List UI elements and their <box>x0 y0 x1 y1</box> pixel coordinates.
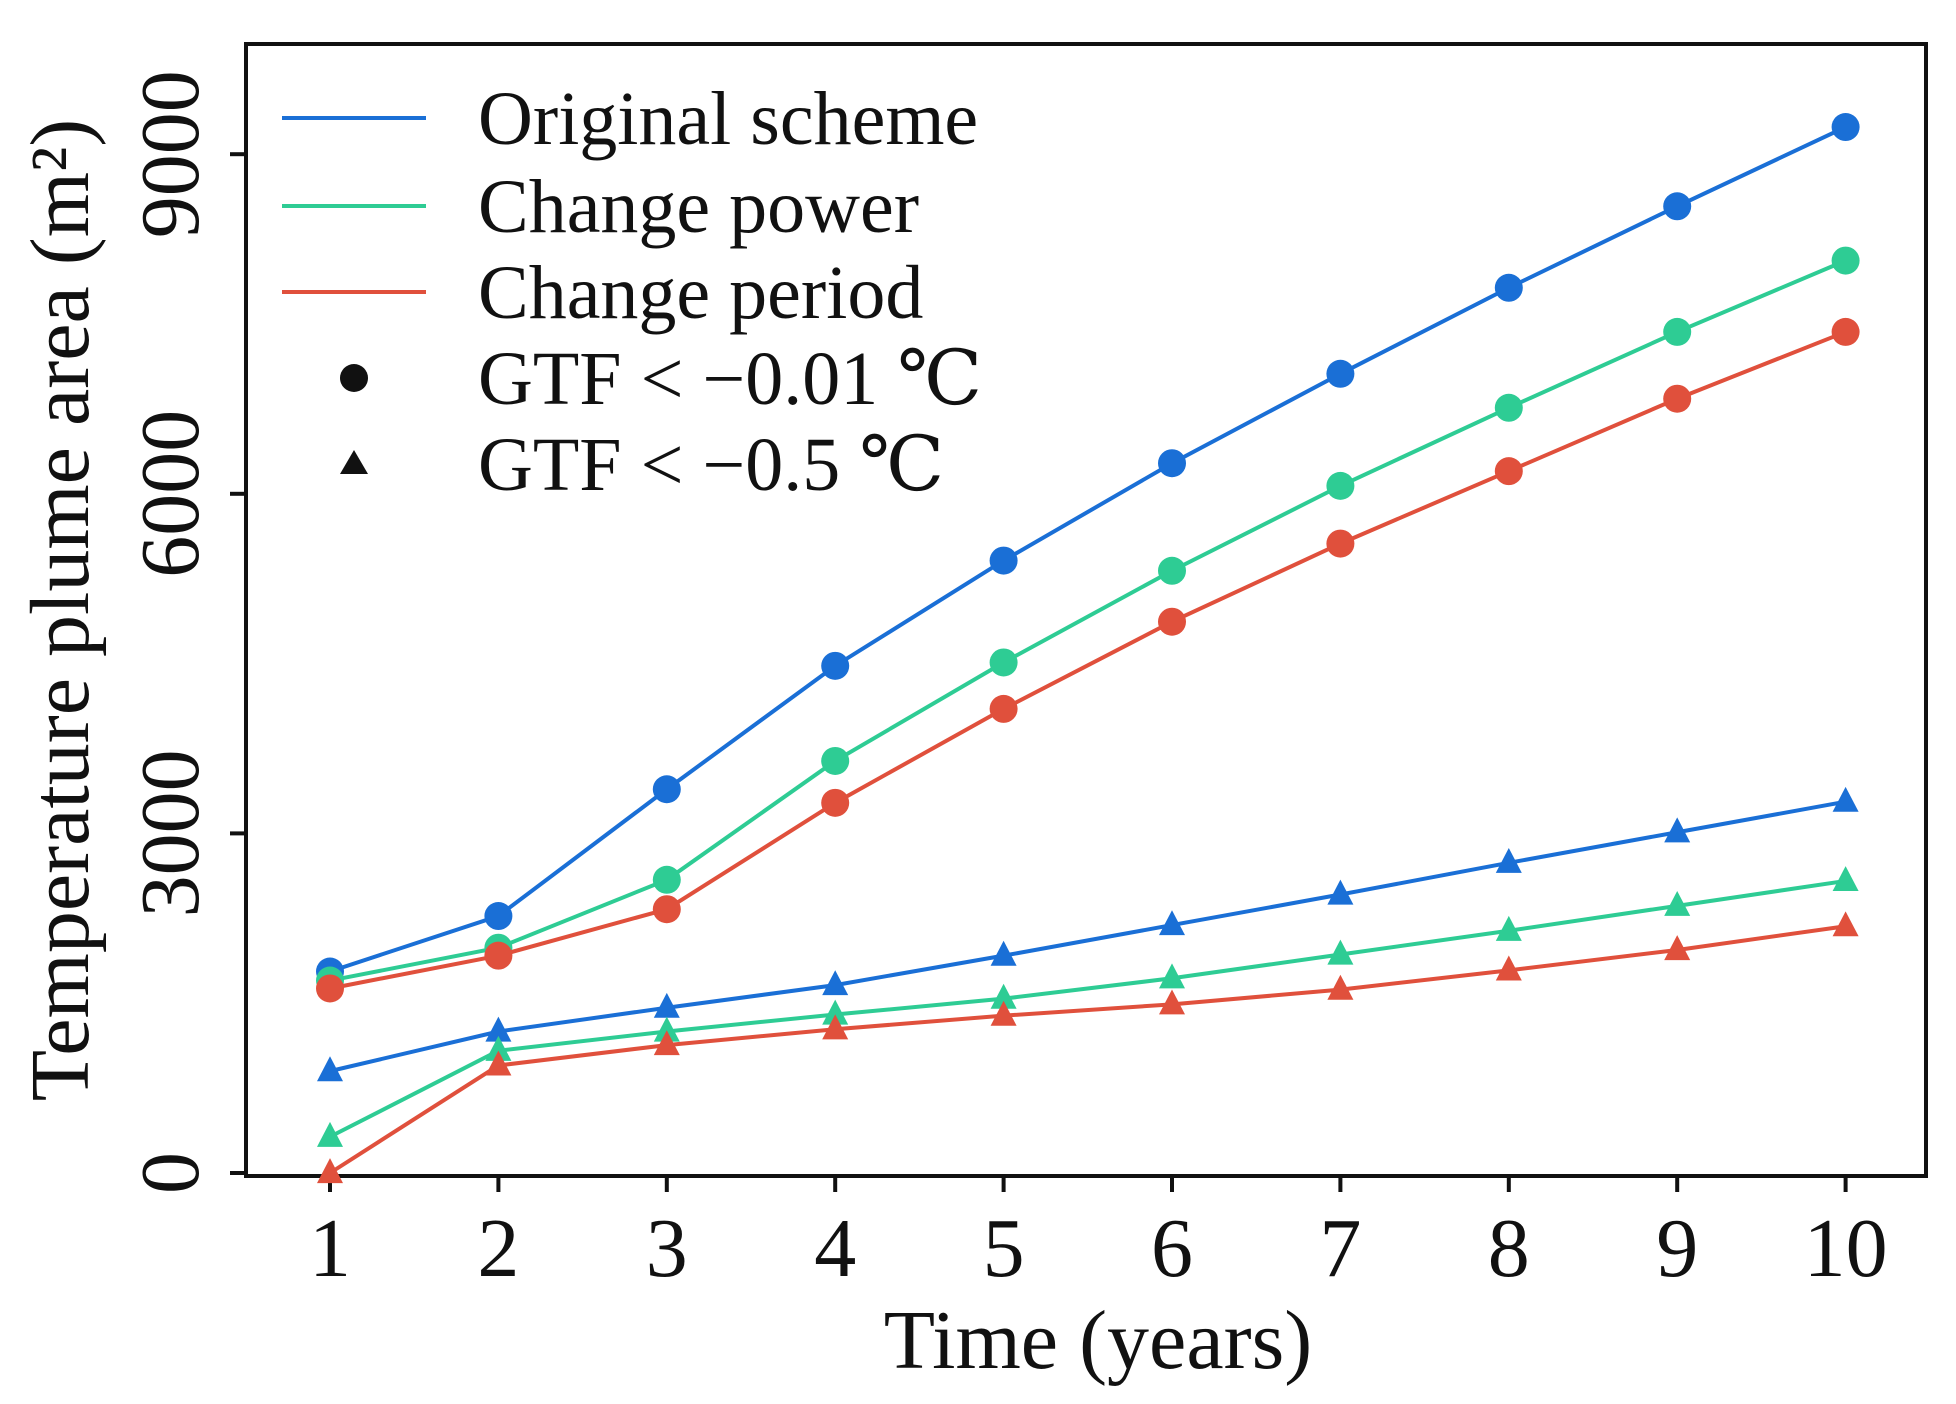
y-tick-label: 6000 <box>124 410 217 578</box>
x-axis-label: Time (years) <box>884 1294 1313 1387</box>
data-point <box>652 895 681 924</box>
data-point <box>1663 317 1692 346</box>
data-point <box>1832 866 1859 892</box>
x-tick-label: 9 <box>1656 1202 1698 1295</box>
data-point <box>485 1016 512 1042</box>
y-tick-label: 9000 <box>124 70 217 238</box>
data-point <box>652 865 681 894</box>
data-point <box>1664 817 1691 843</box>
data-point <box>1159 910 1185 936</box>
series-line <box>329 258 1847 983</box>
x-axis: 1 2 3 4 5 6 7 8 9 10 <box>309 1176 1888 1295</box>
data-point <box>1327 974 1354 1000</box>
data-point <box>652 775 681 804</box>
data-point <box>1831 113 1860 142</box>
series-change-power-gtf-0-5 <box>317 866 1859 1147</box>
series-change-power-gtf-0-01 <box>316 246 1860 995</box>
data-point <box>1663 384 1692 413</box>
x-tick-label: 3 <box>646 1202 688 1295</box>
legend-label: GTF < −0.01 ℃ <box>478 337 982 421</box>
data-point <box>1327 939 1354 965</box>
data-point <box>1158 449 1186 478</box>
data-point <box>1664 890 1691 916</box>
data-point <box>821 788 850 817</box>
y-axis-label: Temperature plume area (m²) <box>14 119 107 1101</box>
x-tick-label: 5 <box>983 1202 1025 1295</box>
data-point <box>821 746 850 775</box>
data-point <box>822 1014 849 1040</box>
plot-frame <box>244 42 1928 1178</box>
legend-label: Original scheme <box>478 77 978 161</box>
series-line <box>329 878 1846 1139</box>
data-point <box>989 694 1018 723</box>
data-point <box>1158 556 1186 585</box>
data-point <box>317 1121 343 1147</box>
y-axis: 0 3000 6000 9000 <box>124 70 246 1194</box>
series-line <box>329 799 1846 1074</box>
data-point <box>1326 471 1355 500</box>
data-point <box>822 970 849 996</box>
data-point <box>1495 955 1522 981</box>
data-point <box>1495 847 1522 873</box>
data-point <box>821 651 850 680</box>
series-original-scheme-gtf-0-5 <box>317 786 1859 1082</box>
data-point <box>485 1050 512 1076</box>
data-point <box>1159 963 1185 989</box>
legend-circle-marker <box>340 364 368 392</box>
data-point <box>316 974 344 1003</box>
data-point <box>484 902 513 931</box>
data-point <box>1326 529 1355 558</box>
data-point <box>653 1030 680 1056</box>
x-tick-label: 7 <box>1319 1202 1361 1295</box>
x-tick-label: 1 <box>309 1202 351 1295</box>
series-change-period-gtf-0-5 <box>317 911 1859 1184</box>
series-line <box>328 924 1846 1175</box>
data-point <box>1664 935 1691 961</box>
data-point <box>990 983 1017 1009</box>
data-point <box>1494 457 1523 486</box>
data-point <box>1495 915 1522 941</box>
data-point <box>1663 192 1692 221</box>
legend-label: Change period <box>478 251 923 335</box>
series-layer <box>316 113 1860 1184</box>
data-point <box>1831 317 1860 346</box>
x-tick-label: 8 <box>1488 1202 1530 1295</box>
data-point <box>653 992 680 1018</box>
data-point <box>1327 879 1354 905</box>
data-point <box>989 648 1018 677</box>
x-tick-label: 4 <box>814 1202 856 1295</box>
series-line <box>329 330 1847 991</box>
legend-label: Change power <box>478 165 919 249</box>
data-point <box>990 1000 1017 1026</box>
series-change-period-gtf-0-01 <box>316 317 1860 1003</box>
data-point <box>317 1056 343 1082</box>
legend-label: GTF < −0.5 ℃ <box>478 423 944 507</box>
x-tick-label: 6 <box>1151 1202 1193 1295</box>
data-point <box>1832 911 1859 937</box>
legend-triangle-marker <box>340 450 368 474</box>
series-line <box>329 125 1847 974</box>
data-point <box>990 940 1017 966</box>
data-point <box>1831 246 1860 275</box>
data-point <box>1159 989 1185 1015</box>
data-point <box>1326 359 1355 388</box>
data-point <box>822 999 849 1025</box>
y-tick-label: 0 <box>124 1152 217 1194</box>
data-point <box>484 941 513 970</box>
data-point <box>1494 273 1523 302</box>
x-tick-label: 10 <box>1804 1202 1888 1295</box>
data-point <box>653 1016 680 1042</box>
data-point <box>1832 786 1859 812</box>
data-point <box>317 1158 343 1184</box>
data-point <box>1494 393 1523 422</box>
data-point <box>485 1035 512 1061</box>
x-tick-label: 2 <box>477 1202 519 1295</box>
y-tick-label: 3000 <box>124 749 217 917</box>
data-point <box>989 546 1018 575</box>
data-point <box>1158 607 1186 636</box>
